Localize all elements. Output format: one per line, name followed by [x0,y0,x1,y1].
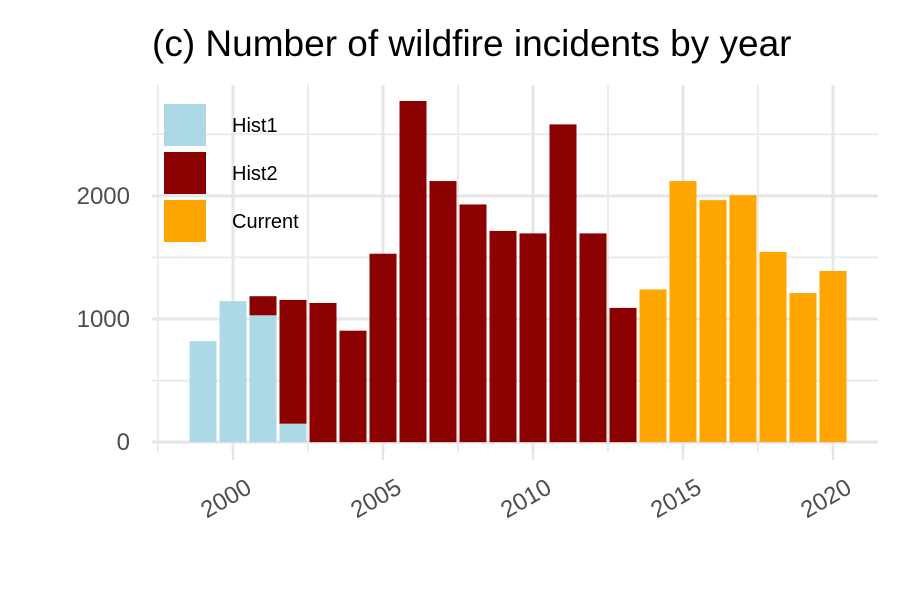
bar-hist1-2002 [279,423,307,443]
bar-hist2-2013 [609,307,637,443]
bar-hist2-2001 [249,296,277,316]
x-tick-label: 2005 [346,474,406,524]
bar-hist2-2006 [399,101,427,443]
bar-hist2-2008 [459,204,487,443]
x-tick-label: 2010 [496,474,556,524]
y-tick-label: 2000 [77,183,130,210]
bar-current-2018 [759,251,787,443]
bar-hist2-2011 [549,124,577,443]
bar-hist2-2009 [489,230,517,443]
bar-hist2-2002 [279,299,307,424]
bar-hist2-2012 [579,233,607,443]
bar-hist2-2005 [369,253,397,443]
x-tick-label: 2000 [196,474,256,524]
legend-label: Current [232,211,299,233]
bar-hist2-2010 [519,233,547,443]
bar-hist2-2007 [429,181,457,443]
bar-current-2019 [789,293,817,443]
chart-title: (c) Number of wildfire incidents by year [152,23,792,64]
legend-swatch-current [164,200,206,242]
legend-swatch-hist1 [164,104,206,146]
bar-current-2020 [819,270,847,443]
bar-current-2016 [699,200,727,443]
y-tick-label: 1000 [77,306,130,333]
x-tick-label: 2020 [796,474,856,524]
bar-hist1-2000 [219,301,247,443]
legend-label: Hist1 [232,115,278,137]
bars [189,101,847,443]
bar-current-2015 [669,181,697,443]
y-tick-label: 0 [117,429,130,456]
x-tick-label: 2015 [646,474,706,524]
bar-hist2-2003 [309,302,337,443]
legend-label: Hist2 [232,163,278,185]
bar-current-2014 [639,289,667,443]
bar-hist2-2004 [339,330,367,443]
legend-swatch-hist2 [164,152,206,194]
legend: Hist1 Hist2 Current [164,104,299,242]
bar-hist1-1999 [189,341,217,443]
bar-hist1-2001 [249,315,277,443]
bar-current-2017 [729,195,757,443]
